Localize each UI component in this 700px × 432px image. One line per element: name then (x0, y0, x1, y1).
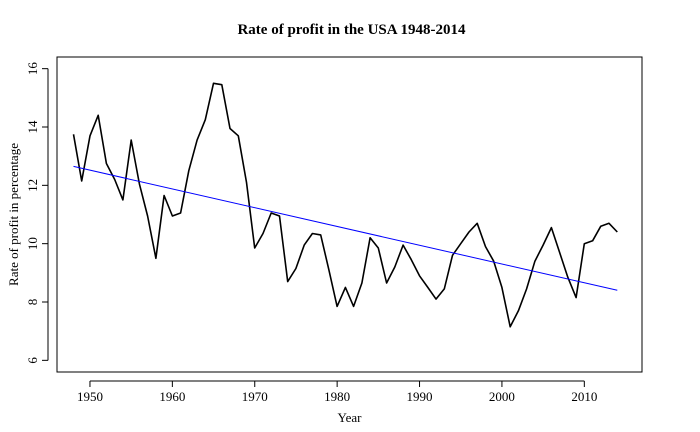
x-tick-label: 2010 (571, 389, 597, 404)
x-tick-label: 1980 (324, 389, 350, 404)
plot-frame (56, 56, 643, 373)
y-tick-label: 16 (25, 62, 40, 76)
y-axis-label: Rate of profit in percentage (6, 143, 21, 286)
x-tick-label: 1950 (77, 389, 103, 404)
x-tick-label: 1970 (242, 389, 268, 404)
x-tick-label: 1960 (159, 389, 185, 404)
y-tick-label: 10 (25, 237, 40, 250)
y-tick-label: 6 (25, 357, 40, 364)
y-tick-label: 14 (25, 120, 40, 134)
x-tick-label: 2000 (489, 389, 515, 404)
y-tick-label: 8 (25, 299, 40, 306)
chart-title: Rate of profit in the USA 1948-2014 (237, 22, 466, 38)
x-tick-label: 1990 (407, 389, 433, 404)
x-axis: 1950 1960 1970 1980 1990 2000 2010 (77, 380, 597, 404)
profit-rate-line (72, 82, 618, 328)
series-layer (72, 82, 618, 328)
trend-line (73, 165, 618, 291)
y-axis: 6 8 10 12 14 16 (25, 62, 49, 364)
x-axis-label: Year (338, 410, 363, 425)
y-tick-label: 12 (25, 179, 40, 192)
